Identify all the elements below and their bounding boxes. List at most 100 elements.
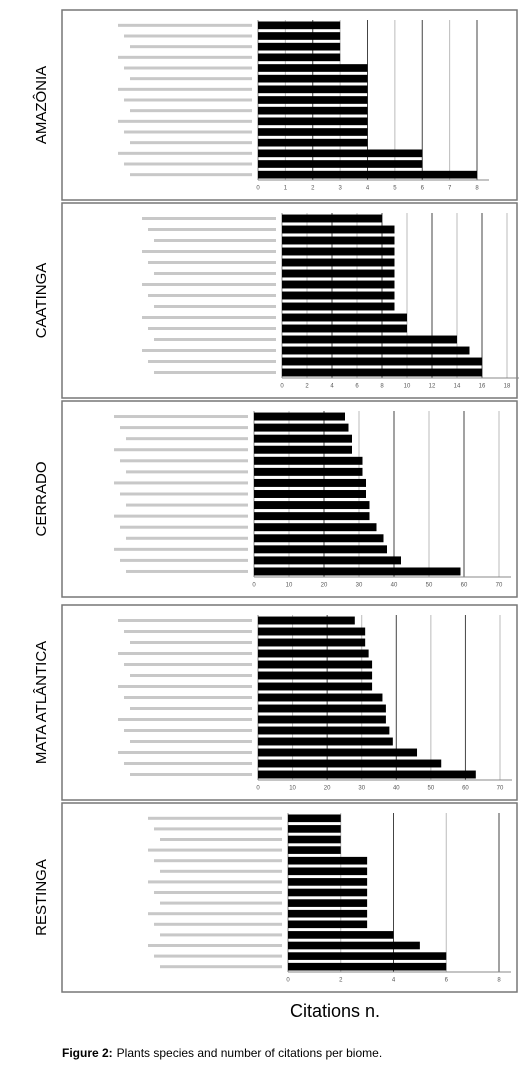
bar [258, 638, 366, 647]
bar [288, 899, 368, 907]
x-tick-label: 2 [305, 384, 309, 390]
bar [288, 909, 368, 918]
label-placeholder [154, 922, 282, 926]
bar [254, 523, 377, 532]
label-placeholder [142, 250, 276, 253]
bar [282, 269, 395, 278]
bar [288, 856, 368, 865]
bar [288, 931, 394, 939]
label-placeholder [154, 305, 276, 308]
biome-label: MATA ATLÂNTICA [33, 641, 50, 764]
label-placeholder [118, 55, 252, 59]
label-placeholder [114, 547, 248, 551]
label-placeholder [120, 525, 248, 529]
x-tick-label: 40 [391, 583, 398, 589]
label-placeholder [114, 448, 248, 452]
label-placeholder [142, 316, 276, 319]
x-tick-label: 30 [356, 583, 363, 589]
label-placeholder [124, 729, 252, 732]
label-placeholder [148, 912, 282, 916]
bar [258, 693, 383, 702]
bar [258, 682, 373, 691]
label-placeholder [114, 415, 248, 419]
x-tick-label: 0 [286, 978, 290, 984]
panel-frame [61, 604, 518, 801]
label-placeholder [126, 470, 248, 474]
bar [282, 368, 482, 377]
label-placeholder [148, 848, 282, 852]
bar [258, 21, 341, 30]
label-placeholder [130, 740, 252, 743]
bar [288, 888, 368, 897]
x-tick-label: 60 [462, 786, 469, 792]
label-placeholder [130, 641, 252, 644]
x-tick-label: 60 [461, 583, 468, 589]
bar [254, 512, 370, 521]
label-placeholder [118, 619, 252, 622]
bar [258, 616, 355, 625]
bar [254, 412, 345, 421]
x-tick-label: 10 [404, 384, 411, 390]
bar [288, 814, 341, 823]
label-placeholder [118, 23, 252, 27]
label-placeholder [130, 77, 252, 81]
label-placeholder [130, 773, 252, 776]
label-placeholder [126, 536, 248, 540]
label-placeholder [120, 492, 248, 496]
bar [258, 770, 476, 779]
x-tick-label: 8 [380, 384, 384, 390]
bar [254, 567, 461, 576]
label-placeholder [148, 816, 282, 820]
bar [258, 715, 386, 724]
label-placeholder [120, 426, 248, 430]
label-placeholder [130, 109, 252, 113]
label-placeholder [118, 652, 252, 655]
bar [258, 149, 423, 158]
bar [282, 280, 395, 289]
bar [258, 726, 390, 735]
label-placeholder [160, 965, 282, 969]
label-placeholder [118, 718, 252, 721]
x-tick-label: 12 [429, 384, 436, 390]
label-placeholder [154, 859, 282, 863]
label-placeholder [120, 558, 248, 562]
bar [282, 258, 395, 267]
label-placeholder [118, 87, 252, 91]
x-tick-label: 18 [504, 384, 511, 390]
label-placeholder [124, 98, 252, 102]
bar [258, 117, 368, 126]
label-placeholder [126, 437, 248, 441]
label-placeholder [118, 119, 252, 123]
label-placeholder [148, 944, 282, 947]
label-placeholder [148, 228, 276, 231]
label-placeholder [124, 630, 252, 633]
x-tick-label: 10 [286, 583, 293, 589]
label-placeholder [126, 503, 248, 507]
x-tick-label: 4 [330, 384, 334, 390]
bar [258, 759, 442, 768]
label-placeholder [148, 327, 276, 330]
bar [258, 53, 341, 62]
label-placeholder [154, 371, 276, 374]
bar [258, 42, 341, 51]
x-tick-label: 2 [311, 186, 315, 192]
bar [254, 545, 387, 554]
label-placeholder [142, 217, 276, 220]
bar [258, 32, 341, 40]
x-tick-label: 6 [355, 384, 359, 390]
bar [288, 962, 447, 971]
x-tick-label: 5 [393, 186, 397, 192]
x-tick-label: 14 [454, 384, 461, 390]
bar [258, 74, 368, 83]
panel-frame [61, 9, 518, 201]
x-tick-label: 0 [252, 583, 256, 589]
bar [258, 170, 477, 179]
bar [258, 64, 368, 72]
bar [282, 335, 457, 344]
label-placeholder [130, 674, 252, 677]
x-tick-label: 50 [426, 583, 433, 589]
label-placeholder [148, 261, 276, 264]
bar [282, 346, 470, 355]
label-placeholder [154, 827, 282, 831]
bar [254, 445, 352, 454]
